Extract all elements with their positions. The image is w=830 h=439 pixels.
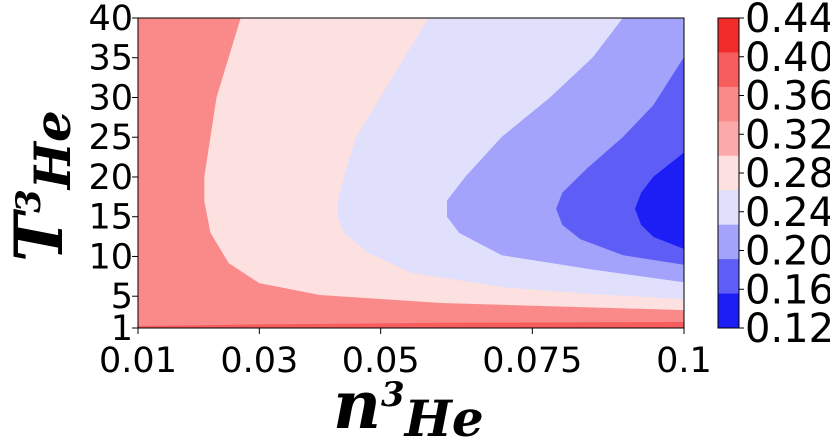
colorbar-swatch [718, 18, 739, 53]
colorbar-swatch [718, 190, 739, 226]
colorbar-label: 0.28 [745, 151, 830, 197]
y-tick-label: 10 [88, 237, 133, 277]
colorbar-label: 0.44 [745, 0, 830, 42]
colorbar-label: 0.12 [745, 306, 830, 352]
x-tick-label: 0.03 [220, 341, 298, 381]
colorbar-swatch [718, 259, 739, 295]
colorbar-label: 0.36 [745, 74, 830, 120]
plot-frame [137, 17, 685, 329]
contour-region-6 [635, 152, 684, 249]
x-tick-label: 0.1 [656, 341, 712, 381]
x-tick-label: 0.01 [99, 341, 177, 381]
colorbar-label: 0.24 [745, 190, 830, 236]
colorbar: 0.440.400.360.320.280.240.200.160.12 [717, 0, 830, 352]
colorbar-label: 0.16 [745, 267, 830, 313]
y-tick-label: 25 [88, 118, 133, 158]
colorbar-swatch [718, 293, 739, 329]
colorbar-label: 0.40 [745, 35, 830, 81]
y-tick-label: 40 [88, 0, 133, 39]
colorbar-swatch [718, 86, 739, 122]
contour-regions [138, 18, 684, 328]
colorbar-label: 0.32 [745, 112, 830, 158]
x-tick-label: 0.05 [342, 341, 420, 381]
y-tick-label: 35 [88, 39, 133, 79]
x-axis-title: n3He [333, 366, 484, 439]
colorbar-swatch [718, 121, 739, 157]
colorbar-swatch [718, 224, 739, 260]
y-axis-title: T3He [0, 110, 82, 262]
y-tick-label: 5 [111, 277, 133, 317]
y-tick-label: 15 [88, 198, 133, 238]
y-tick-label: 30 [88, 78, 133, 118]
y-tick-label: 1 [111, 309, 133, 349]
x-tick-label: 0.075 [482, 341, 582, 381]
colorbar-swatch [718, 155, 739, 191]
y-tick-label: 20 [88, 158, 133, 198]
colorbar-label: 0.20 [745, 229, 830, 275]
colorbar-swatch [718, 52, 739, 88]
